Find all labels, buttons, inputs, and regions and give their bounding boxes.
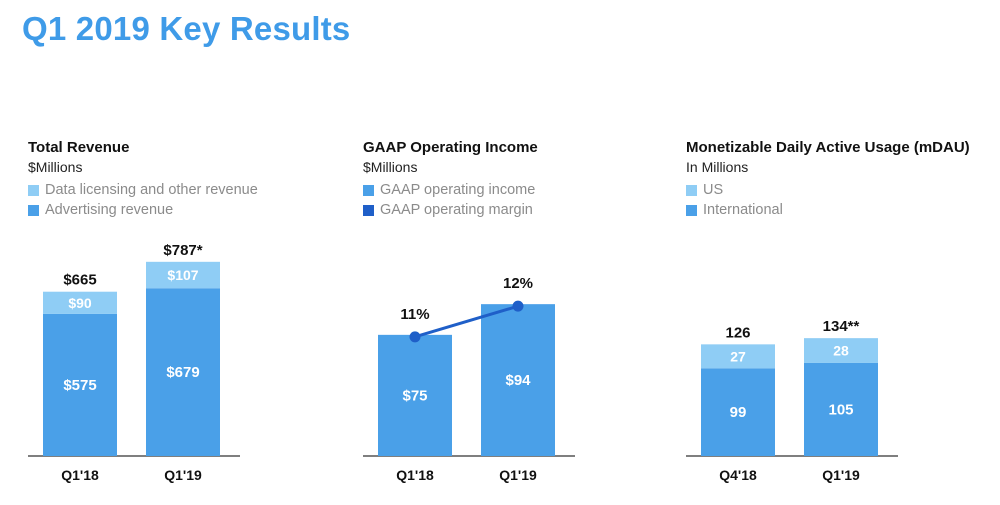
legend-swatch bbox=[686, 184, 697, 196]
total-revenue-chart: $575 $90 $665 Q1'18 $679 $107 $787* Q1'19 bbox=[28, 242, 240, 483]
bar-data-label: 28 bbox=[833, 343, 849, 359]
bar-segment bbox=[804, 362, 878, 456]
legend-label: GAAP operating margin bbox=[380, 202, 533, 218]
legend-label: US bbox=[703, 182, 724, 198]
page-title: Q1 2019 Key Results bbox=[22, 10, 351, 47]
legend-swatch bbox=[686, 204, 697, 216]
bar-segment bbox=[146, 261, 220, 289]
margin-point bbox=[512, 300, 524, 312]
legend-item: GAAP operating income bbox=[363, 180, 535, 200]
x-tick-label: Q4'18 bbox=[719, 467, 757, 483]
legend-swatch bbox=[28, 204, 39, 216]
x-tick-label: Q1'18 bbox=[61, 467, 99, 483]
bar-data-label: $107 bbox=[167, 267, 198, 283]
legend-label: Data licensing and other revenue bbox=[45, 182, 258, 198]
mdau-chart: 99 27 126 Q4'18 105 28 134** Q1'19 bbox=[686, 318, 898, 483]
bar-data-label: $679 bbox=[166, 364, 199, 381]
panel-subtitle: $Millions bbox=[28, 159, 83, 175]
mdau-panel: Monetizable Daily Active Usage (mDAU) In… bbox=[686, 136, 996, 496]
margin-data-label: 11% bbox=[400, 306, 429, 323]
bar-total-label: $665 bbox=[63, 272, 96, 289]
bar-segment bbox=[481, 304, 555, 456]
legend: GAAP operating income GAAP operating mar… bbox=[363, 180, 535, 220]
bar-segment bbox=[378, 334, 452, 456]
legend: US International bbox=[686, 180, 783, 220]
legend-item: Advertising revenue bbox=[28, 200, 258, 220]
panel-subtitle: $Millions bbox=[363, 159, 418, 175]
legend-item: US bbox=[686, 180, 783, 200]
legend-item: Data licensing and other revenue bbox=[28, 180, 258, 200]
total-revenue-panel: Total Revenue $Millions Data licensing a… bbox=[28, 136, 338, 496]
legend-label: International bbox=[703, 202, 783, 218]
panel-title: Monetizable Daily Active Usage (mDAU) bbox=[686, 139, 970, 156]
x-tick-label: Q1'19 bbox=[164, 467, 202, 483]
bar-total-label: 134** bbox=[823, 318, 860, 335]
legend-swatch bbox=[363, 184, 374, 196]
legend-item: GAAP operating margin bbox=[363, 200, 535, 220]
operating-income-panel: GAAP Operating Income $Millions GAAP ope… bbox=[363, 136, 673, 496]
bar-data-label: $75 bbox=[402, 387, 427, 404]
bar-data-label: $575 bbox=[63, 377, 96, 394]
bar-segment bbox=[804, 338, 878, 363]
legend: Data licensing and other revenue Adverti… bbox=[28, 180, 258, 220]
bar-total-label: $787* bbox=[163, 242, 202, 259]
bar-data-label: $94 bbox=[505, 372, 531, 389]
bar-segment bbox=[43, 313, 117, 456]
legend-item: International bbox=[686, 200, 783, 220]
legend-swatch bbox=[363, 204, 374, 216]
margin-data-label: 12% bbox=[503, 275, 533, 292]
bar-total-label: 126 bbox=[725, 324, 750, 341]
operating-income-chart: $75 Q1'18 $94 Q1'19 11% 12% bbox=[363, 275, 575, 483]
panel-subtitle: In Millions bbox=[686, 159, 749, 175]
bar-data-label: 105 bbox=[828, 401, 853, 418]
legend-swatch bbox=[28, 184, 39, 196]
legend-label: GAAP operating income bbox=[380, 182, 536, 198]
panel-title: GAAP Operating Income bbox=[363, 139, 538, 156]
margin-point bbox=[409, 331, 421, 343]
bar-data-label: 27 bbox=[730, 348, 746, 364]
legend-label: Advertising revenue bbox=[45, 202, 174, 218]
x-tick-label: Q1'19 bbox=[499, 467, 537, 483]
bar-segment bbox=[701, 368, 775, 456]
bar-data-label: 99 bbox=[730, 404, 747, 421]
panel-title: Total Revenue bbox=[28, 139, 130, 156]
bar-segment bbox=[43, 291, 117, 314]
x-tick-label: Q1'18 bbox=[396, 467, 434, 483]
margin-line bbox=[414, 304, 519, 339]
bar-data-label: $90 bbox=[68, 295, 92, 311]
bar-segment bbox=[146, 288, 220, 456]
bar-segment bbox=[701, 344, 775, 369]
x-tick-label: Q1'19 bbox=[822, 467, 860, 483]
